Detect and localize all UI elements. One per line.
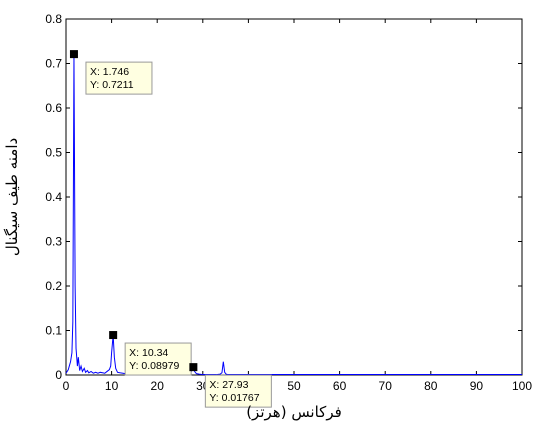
datatip-y-value: Y: 0.08979 <box>129 360 179 372</box>
datatip-marker[interactable] <box>189 363 198 372</box>
y-tick-label: 0.5 <box>45 146 62 160</box>
datatip[interactable]: X: 27.93Y: 0.01767 <box>189 363 272 408</box>
datatip-box <box>204 374 272 408</box>
y-tick-label: 0.3 <box>45 235 62 249</box>
x-tick-label: 0 <box>63 379 70 393</box>
x-tick-label: 10 <box>105 379 119 393</box>
datatip-box <box>124 342 192 376</box>
datatip-x-value: X: 10.34 <box>129 347 168 359</box>
x-tick-label: 50 <box>287 379 301 393</box>
datatip-marker[interactable] <box>69 50 78 59</box>
x-tick-label: 70 <box>379 379 393 393</box>
y-axis-ticks: 0 0.1 0.2 0.3 0.4 0.5 0.6 0.7 0.8 <box>45 12 522 382</box>
x-tick-label: 100 <box>512 379 532 393</box>
datatip-marker[interactable] <box>109 331 118 340</box>
x-tick-label: 60 <box>333 379 347 393</box>
y-axis-label: دامنه طیف سیگنال <box>3 138 21 256</box>
datatip-x-value: X: 1.746 <box>90 66 129 78</box>
x-tick-label: 80 <box>424 379 438 393</box>
y-tick-label: 0.7 <box>45 57 62 71</box>
datatip-x-value: X: 27.93 <box>209 379 248 391</box>
x-axis-label: فرکانس (هرتز) <box>246 403 342 421</box>
y-tick-label: 0.2 <box>45 279 62 293</box>
x-tick-label: 90 <box>470 379 484 393</box>
datatip-y-value: Y: 0.7211 <box>90 79 134 91</box>
datatip-y-value: Y: 0.01767 <box>209 392 259 404</box>
y-tick-label: 0.8 <box>45 12 62 26</box>
y-tick-label: 0 <box>55 368 62 382</box>
x-tick-label: 20 <box>151 379 165 393</box>
datatip-box <box>85 61 153 95</box>
y-tick-label: 0.4 <box>45 190 62 204</box>
y-tick-label: 0.6 <box>45 101 62 115</box>
y-tick-label: 0.1 <box>45 324 62 338</box>
x-axis-ticks: 0102030405060708090100 <box>63 19 532 393</box>
datatip[interactable]: X: 10.34Y: 0.08979 <box>109 331 192 376</box>
